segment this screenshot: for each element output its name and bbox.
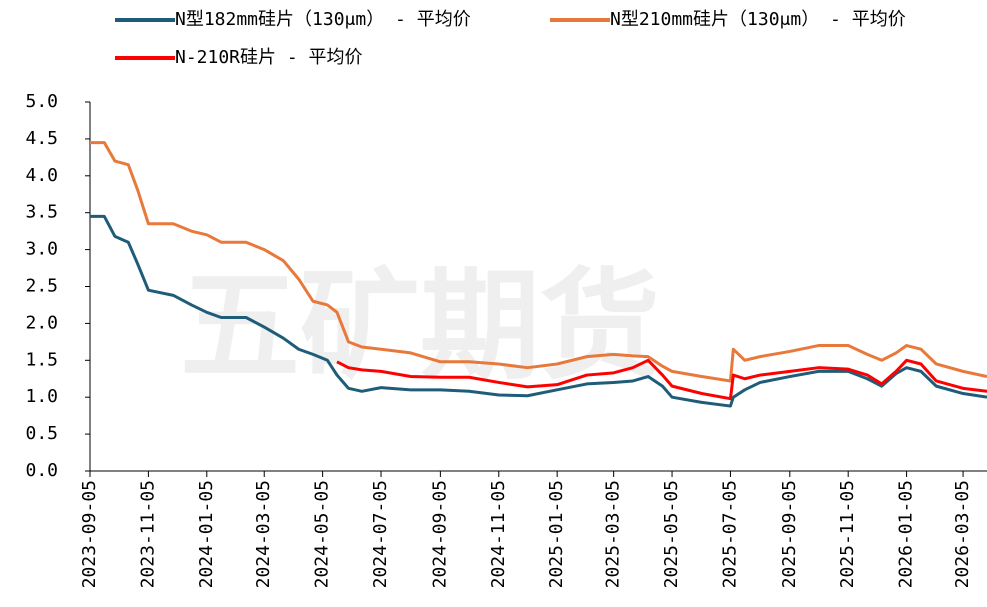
y-tick-label: 0.0	[25, 460, 58, 481]
x-tick-label: 2025-11-05	[837, 480, 858, 588]
y-tick-label: 4.0	[25, 165, 58, 186]
y-tick-label: 3.5	[25, 202, 58, 223]
y-tick-label: 5.0	[25, 91, 58, 112]
x-tick-label: 2026-03-05	[952, 480, 973, 588]
y-tick-label: 2.0	[25, 312, 58, 333]
x-tick-label: 2025-03-05	[603, 480, 624, 588]
y-tick-label: 3.0	[25, 239, 58, 260]
x-tick-label: 2025-07-05	[719, 480, 740, 588]
x-tick-label: 2023-11-05	[137, 480, 158, 588]
x-tick-label: 2025-01-05	[546, 480, 567, 588]
legend-label: N型182mm硅片（130μm） - 平均价	[175, 9, 471, 30]
legend-label: N型210mm硅片（130μm） - 平均价	[610, 9, 906, 30]
series-line	[90, 141, 987, 383]
y-tick-label: 1.0	[25, 386, 58, 407]
series-line	[336, 358, 987, 401]
watermark: 五矿期货	[180, 258, 660, 397]
legend-label: N-210R硅片 - 平均价	[175, 47, 363, 68]
x-tick-label: 2024-01-05	[196, 480, 217, 588]
series-line	[90, 214, 987, 408]
x-tick-label: 2023-09-05	[79, 480, 100, 588]
x-tick-label: 2025-09-05	[779, 480, 800, 588]
y-tick-label: 2.5	[25, 276, 58, 297]
y-tick-label: 1.5	[25, 349, 58, 370]
x-tick-label: 2024-03-05	[253, 480, 274, 588]
x-tick-label: 2024-09-05	[429, 480, 450, 588]
x-tick-label: 2024-11-05	[488, 480, 509, 588]
x-tick-label: 2026-01-05	[896, 480, 917, 588]
x-tick-label: 2025-05-05	[661, 480, 682, 588]
y-tick-label: 4.5	[25, 128, 58, 149]
y-tick-label: 0.5	[25, 423, 58, 444]
x-tick-label: 2024-07-05	[370, 480, 391, 588]
x-tick-label: 2024-05-05	[312, 480, 333, 588]
